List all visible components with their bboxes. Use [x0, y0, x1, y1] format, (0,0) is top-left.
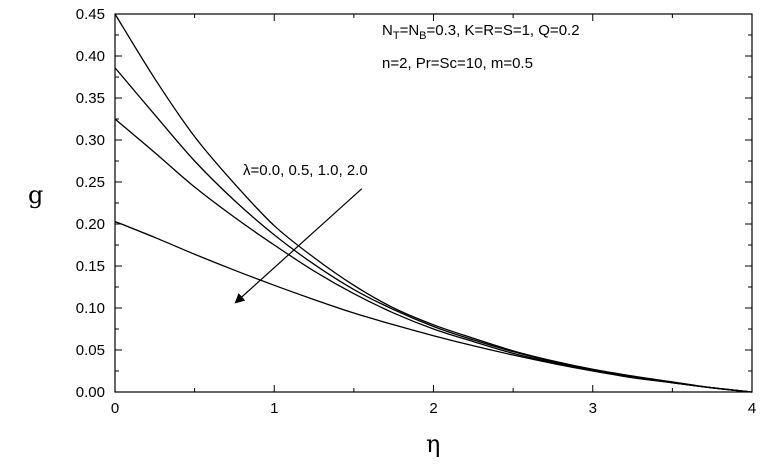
- y-tick-label: 0.30: [76, 132, 105, 149]
- y-tick-label: 0.35: [76, 90, 105, 107]
- series-lines: [114, 13, 753, 393]
- series-line-3: [114, 118, 753, 393]
- x-tick-label: 4: [748, 400, 756, 417]
- x-tick-label: 1: [270, 400, 278, 417]
- series-line-4: [114, 220, 753, 393]
- lambda-arrow: [234, 188, 363, 304]
- lambda-label: λ=0.0, 0.5, 1.0, 2.0: [243, 162, 368, 179]
- x-tick-label: 3: [589, 400, 597, 417]
- x-tick-label: 0: [111, 400, 119, 417]
- y-tick-label: 0.05: [76, 342, 105, 359]
- series-line-1: [114, 13, 753, 393]
- y-axis-ticks: 0.00 0.05 0.10 0.15 0.20 0.25 0.30 0.35 0.40 0.45: [76, 6, 752, 401]
- y-tick-label: 0.00: [76, 384, 105, 401]
- x-axis-title: η: [426, 430, 440, 458]
- params-text: =0.3, K=R=S=1, Q=0.2: [427, 22, 580, 39]
- params-text: =N: [400, 22, 420, 39]
- params-line-1: NT=NB=0.3, K=R=S=1, Q=0.2: [382, 22, 580, 42]
- y-tick-label: 0.20: [76, 216, 105, 233]
- y-tick-label: 0.10: [76, 300, 105, 317]
- series-line-2: [114, 67, 753, 393]
- params-text: N: [382, 22, 393, 39]
- y-axis-title: g: [28, 181, 43, 209]
- y-tick-label: 0.15: [76, 258, 105, 275]
- y-tick-label: 0.45: [76, 6, 105, 23]
- y-tick-label: 0.25: [76, 174, 105, 191]
- params-line-2: n=2, Pr=Sc=10, m=0.5: [382, 55, 533, 72]
- params-subscript: T: [393, 30, 400, 42]
- x-tick-label: 2: [429, 400, 437, 417]
- y-tick-label: 0.40: [76, 48, 105, 65]
- x-axis-ticks: 0 1 2 3 4: [111, 14, 756, 417]
- params-subscript: B: [419, 30, 426, 42]
